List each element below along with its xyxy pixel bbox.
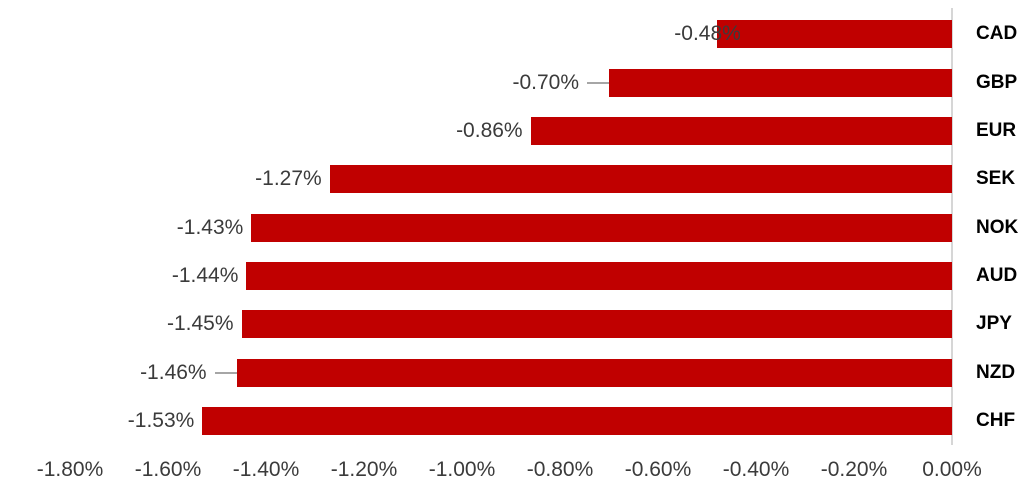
category-label-nzd: NZD <box>976 361 1016 383</box>
bar-chf[interactable]: -1.53 <box>202 406 952 435</box>
category-label-nok: NOK <box>976 216 1019 238</box>
data-label-nok: -1.43% <box>176 215 244 239</box>
bar-aud[interactable]: -1.44 <box>246 261 952 290</box>
x-tick--0.80pct: -0.80% <box>526 458 594 481</box>
bar-nzd[interactable]: -1.46 <box>236 358 952 387</box>
category-label-gbp: GBP <box>976 71 1018 93</box>
data-label-sek: -1.27% <box>255 167 322 191</box>
category-label-sek: SEK <box>976 168 1016 190</box>
x-tick--1.00pct: -1.00% <box>428 458 496 481</box>
data-label-jpy: -1.45% <box>166 312 234 336</box>
x-tick-0.00pct: 0.00% <box>922 458 982 481</box>
zero-baseline-axis <box>951 8 953 445</box>
data-label-gbp: -0.70% <box>512 70 579 94</box>
data-label-nzd: -1.46% <box>140 360 207 384</box>
x-tick--1.40pct: -1.40% <box>232 458 300 481</box>
leader-line-nzd <box>214 371 237 374</box>
category-label-jpy: JPY <box>976 313 1012 335</box>
x-tick--1.80pct: -1.80% <box>36 458 104 481</box>
x-tick--1.60pct: -1.60% <box>134 458 202 481</box>
category-label-chf: CHF <box>976 409 1016 431</box>
x-tick--0.40pct: -0.40% <box>722 458 790 481</box>
category-label-aud: AUD <box>976 264 1018 286</box>
x-tick--1.20pct: -1.20% <box>330 458 398 481</box>
bar-gbp[interactable]: -0.7 <box>609 68 952 97</box>
bar-jpy[interactable]: -1.45 <box>241 310 952 339</box>
data-label-eur: -0.86% <box>456 118 523 142</box>
data-label-chf: -1.53% <box>127 408 195 432</box>
x-tick--0.20pct: -0.20% <box>820 458 888 481</box>
leader-line-gbp <box>587 81 609 84</box>
bar-cad[interactable]: -0.48 <box>716 20 952 49</box>
data-label-cad: -0.48% <box>674 22 741 46</box>
bar-nok[interactable]: -1.43 <box>251 213 952 242</box>
x-tick--0.60pct: -0.60% <box>624 458 692 481</box>
data-label-aud: -1.44% <box>171 263 239 287</box>
category-label-cad: CAD <box>976 23 1018 45</box>
category-label-eur: EUR <box>976 119 1017 141</box>
bar-sek[interactable]: -1.27 <box>329 165 952 194</box>
bar-eur[interactable]: -0.86 <box>530 116 952 145</box>
